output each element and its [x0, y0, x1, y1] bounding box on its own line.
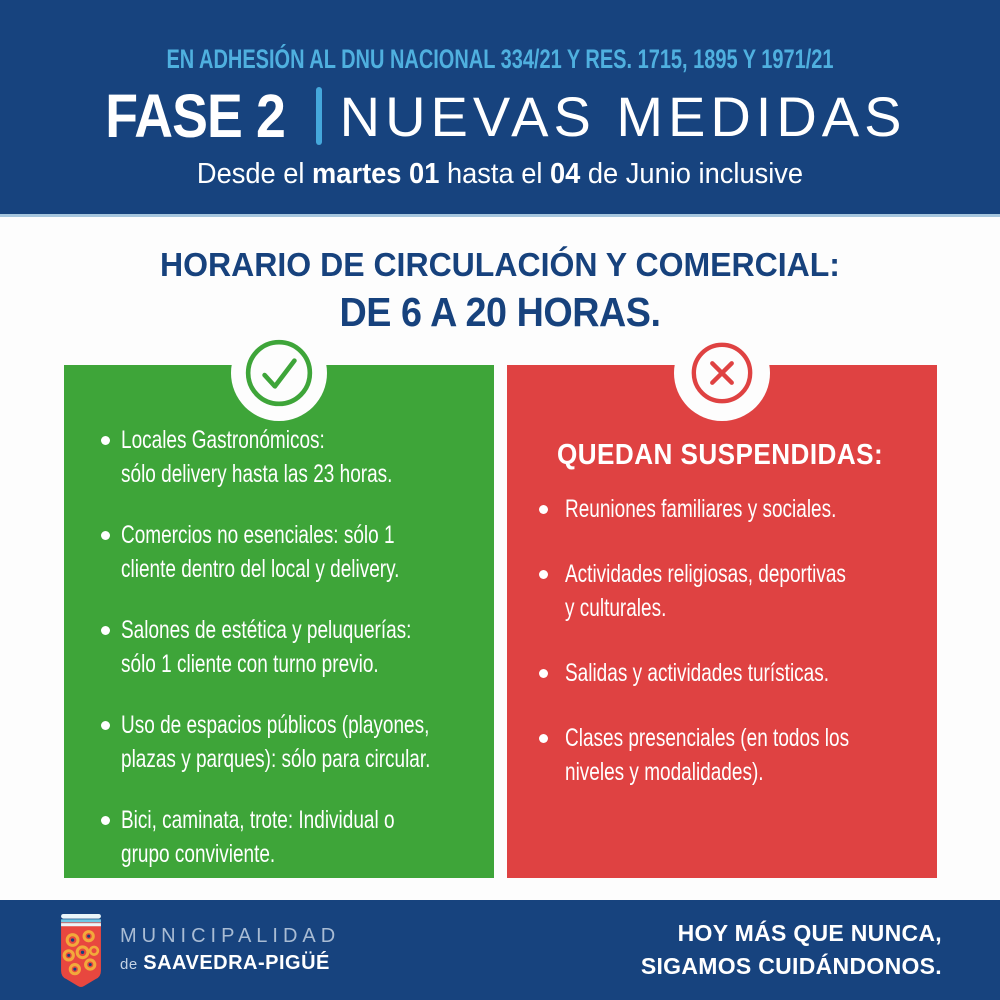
footer-banner: MUNICIPALIDAD de SAAVEDRA-PIGÜÉ HOY MÁS …	[0, 900, 1000, 1000]
date-range-part: Desde el	[196, 158, 313, 190]
footer-slogan: HOY MÁS QUE NUNCA, SIGAMOS CUIDÁNDONOS.	[641, 917, 942, 984]
suspended-panel: QUEDAN SUSPENDIDAS: Reuniones familiares…	[506, 325, 937, 878]
page-title: NUEVAS MEDIDAS	[339, 84, 907, 148]
schedule-section: HORARIO DE CIRCULACIÓN Y COMERCIAL: DE 6…	[0, 246, 1000, 336]
slogan-line-1: HOY MÁS QUE NUNCA,	[677, 919, 942, 946]
org-locality: SAAVEDRA-PIGÜÉ	[143, 952, 330, 974]
list-item: Reuniones familiares y sociales.	[538, 492, 925, 526]
list-item: Locales Gastronómicos: sólo delivery has…	[100, 423, 482, 491]
municipality-name: MUNICIPALIDAD de SAAVEDRA-PIGÜÉ	[120, 925, 340, 975]
date-range-part: hasta el	[439, 158, 550, 190]
measures-panels: Locales Gastronómicos: sólo delivery has…	[0, 325, 1000, 878]
list-item: Clases presenciales (en todos los nivele…	[538, 721, 925, 789]
date-range-bold-start: martes 01	[312, 158, 440, 190]
date-range: Desde el martes 01 hasta el 04 de Junio …	[30, 158, 970, 191]
allowed-list: Locales Gastronómicos: sólo delivery has…	[64, 365, 494, 871]
suspended-heading: QUEDAN SUSPENDIDAS:	[556, 439, 883, 471]
header-banner: EN ADHESIÓN AL DNU NACIONAL 334/21 Y RES…	[0, 0, 1000, 217]
phase-label: FASE 2	[105, 82, 287, 150]
org-name: MUNICIPALIDAD	[120, 925, 341, 947]
list-item: Bici, caminata, trote: Individual o grup…	[100, 803, 482, 871]
list-item: Actividades religiosas, deportivas y cul…	[538, 557, 925, 625]
x-circle-icon	[673, 325, 770, 421]
title-divider-bar	[315, 87, 322, 145]
list-item: Salones de estética y peluquerías: sólo …	[100, 613, 482, 681]
schedule-heading: HORARIO DE CIRCULACIÓN Y COMERCIAL:	[160, 246, 840, 283]
slogan-line-2: SIGAMOS CUIDÁNDONOS.	[640, 953, 942, 979]
list-item: Comercios no esenciales: sólo 1 cliente …	[100, 518, 482, 586]
check-circle-icon	[230, 325, 327, 421]
org-prefix: de	[120, 956, 138, 973]
suspended-list: Reuniones familiares y sociales. Activid…	[507, 492, 937, 789]
date-range-part: de Junio inclusive	[580, 158, 804, 190]
municipality-crest-icon	[61, 913, 101, 987]
list-item: Salidas y actividades turísticas.	[538, 656, 925, 690]
title-line: FASE 2 NUEVAS MEDIDAS	[0, 82, 1000, 150]
allowed-panel: Locales Gastronómicos: sólo delivery has…	[63, 325, 494, 878]
municipality-brand: MUNICIPALIDAD de SAAVEDRA-PIGÜÉ	[58, 909, 340, 991]
date-range-bold-end: 04	[549, 158, 581, 190]
org-locality-line: de SAAVEDRA-PIGÜÉ	[120, 952, 340, 975]
list-item: Uso de espacios públicos (playones, plaz…	[100, 708, 482, 776]
schedule-hours: DE 6 A 20 HORAS.	[339, 289, 661, 335]
adhesion-line: EN ADHESIÓN AL DNU NACIONAL 334/21 Y RES…	[166, 44, 834, 74]
